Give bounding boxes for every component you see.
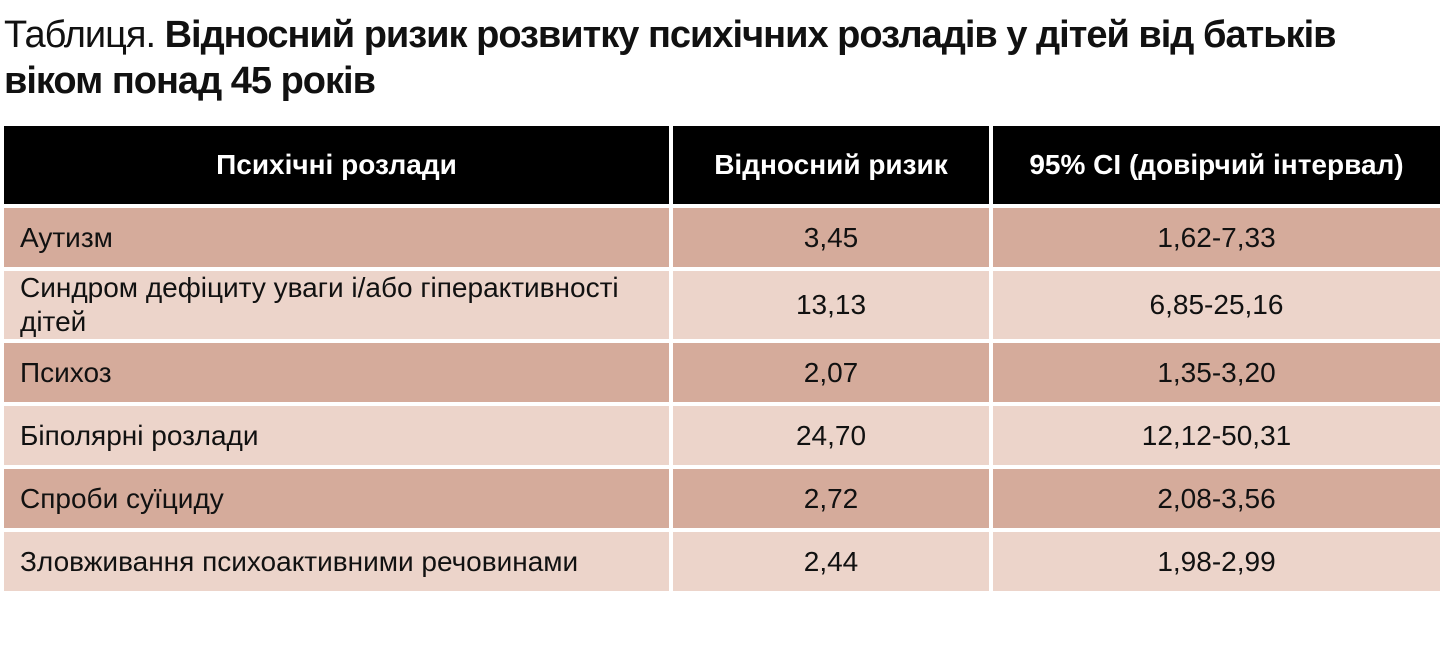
- table-cell: 1,62-7,33: [993, 208, 1440, 267]
- table-cell: 2,44: [673, 532, 989, 591]
- table-cell: 3,45: [673, 208, 989, 267]
- table-cell: 6,85-25,16: [993, 271, 1440, 339]
- table-row: Зловживання психоактивними речовинами 2,4…: [4, 532, 1440, 591]
- table-row: Спроби суїциду 2,72 2,08-3,56: [4, 469, 1440, 528]
- table-cell: Психоз: [4, 343, 669, 402]
- table-cell: 1,98-2,99: [993, 532, 1440, 591]
- table-cell: 13,13: [673, 271, 989, 339]
- column-header: 95% CI (довірчий інтервал): [993, 126, 1440, 204]
- table-cell: Зловживання психоактивними речовинами: [4, 532, 669, 591]
- table-row: Синдром дефіциту уваги і/або гіперактивн…: [4, 271, 1440, 339]
- table-row: Психоз 2,07 1,35-3,20: [4, 343, 1440, 402]
- table-row: Аутизм 3,45 1,62-7,33: [4, 208, 1440, 267]
- table-cell: 2,08-3,56: [993, 469, 1440, 528]
- table-cell: 24,70: [673, 406, 989, 465]
- table-caption: Таблиця. Відносний ризик розвитку психіч…: [4, 12, 1424, 104]
- table-cell: Біполярні розлади: [4, 406, 669, 465]
- data-table: Психічні розлади Відносний ризик 95% CI (д…: [0, 122, 1444, 595]
- column-header: Відносний ризик: [673, 126, 989, 204]
- table-cell: 2,72: [673, 469, 989, 528]
- table-cell: 1,35-3,20: [993, 343, 1440, 402]
- header-row: Психічні розлади Відносний ризик 95% CI (д…: [4, 126, 1440, 204]
- column-header: Психічні розлади: [4, 126, 669, 204]
- caption-label: Таблиця.: [4, 14, 156, 56]
- table-cell: Синдром дефіциту уваги і/або гіперактивн…: [4, 271, 669, 339]
- caption-title: Відносний ризик розвитку психічних розла…: [4, 14, 1336, 102]
- table-cell: 2,07: [673, 343, 989, 402]
- table-row: Біполярні розлади 24,70 12,12-50,31: [4, 406, 1440, 465]
- table-cell: Спроби суїциду: [4, 469, 669, 528]
- table-cell: 12,12-50,31: [993, 406, 1440, 465]
- table-body: Аутизм 3,45 1,62-7,33 Синдром дефіциту уваг…: [4, 208, 1440, 591]
- table-cell: Аутизм: [4, 208, 669, 267]
